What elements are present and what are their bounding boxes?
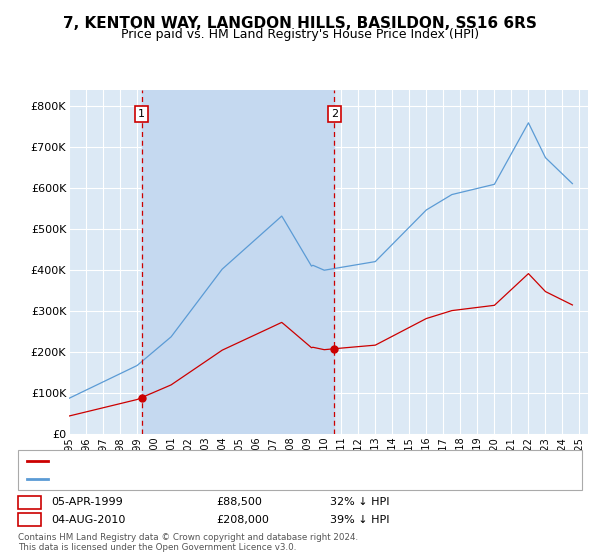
Text: 7, KENTON WAY, LANGDON HILLS, BASILDON, SS16 6RS (detached house): 7, KENTON WAY, LANGDON HILLS, BASILDON, …: [53, 456, 422, 465]
Text: 04-AUG-2010: 04-AUG-2010: [51, 515, 125, 525]
Text: £88,500: £88,500: [216, 497, 262, 507]
Text: 32% ↓ HPI: 32% ↓ HPI: [330, 497, 389, 507]
Text: 39% ↓ HPI: 39% ↓ HPI: [330, 515, 389, 525]
Text: 2: 2: [26, 515, 33, 525]
Text: This data is licensed under the Open Government Licence v3.0.: This data is licensed under the Open Gov…: [18, 543, 296, 552]
Bar: [142, 90, 334, 434]
Text: 2: 2: [331, 109, 338, 119]
Text: 1: 1: [26, 497, 33, 507]
Text: Price paid vs. HM Land Registry's House Price Index (HPI): Price paid vs. HM Land Registry's House …: [121, 28, 479, 41]
Text: £208,000: £208,000: [216, 515, 269, 525]
Text: 1: 1: [138, 109, 145, 119]
Text: Contains HM Land Registry data © Crown copyright and database right 2024.: Contains HM Land Registry data © Crown c…: [18, 533, 358, 542]
Text: 05-APR-1999: 05-APR-1999: [51, 497, 123, 507]
Text: 7, KENTON WAY, LANGDON HILLS, BASILDON, SS16 6RS: 7, KENTON WAY, LANGDON HILLS, BASILDON, …: [63, 16, 537, 31]
Text: HPI: Average price, detached house, Basildon: HPI: Average price, detached house, Basi…: [53, 474, 280, 484]
